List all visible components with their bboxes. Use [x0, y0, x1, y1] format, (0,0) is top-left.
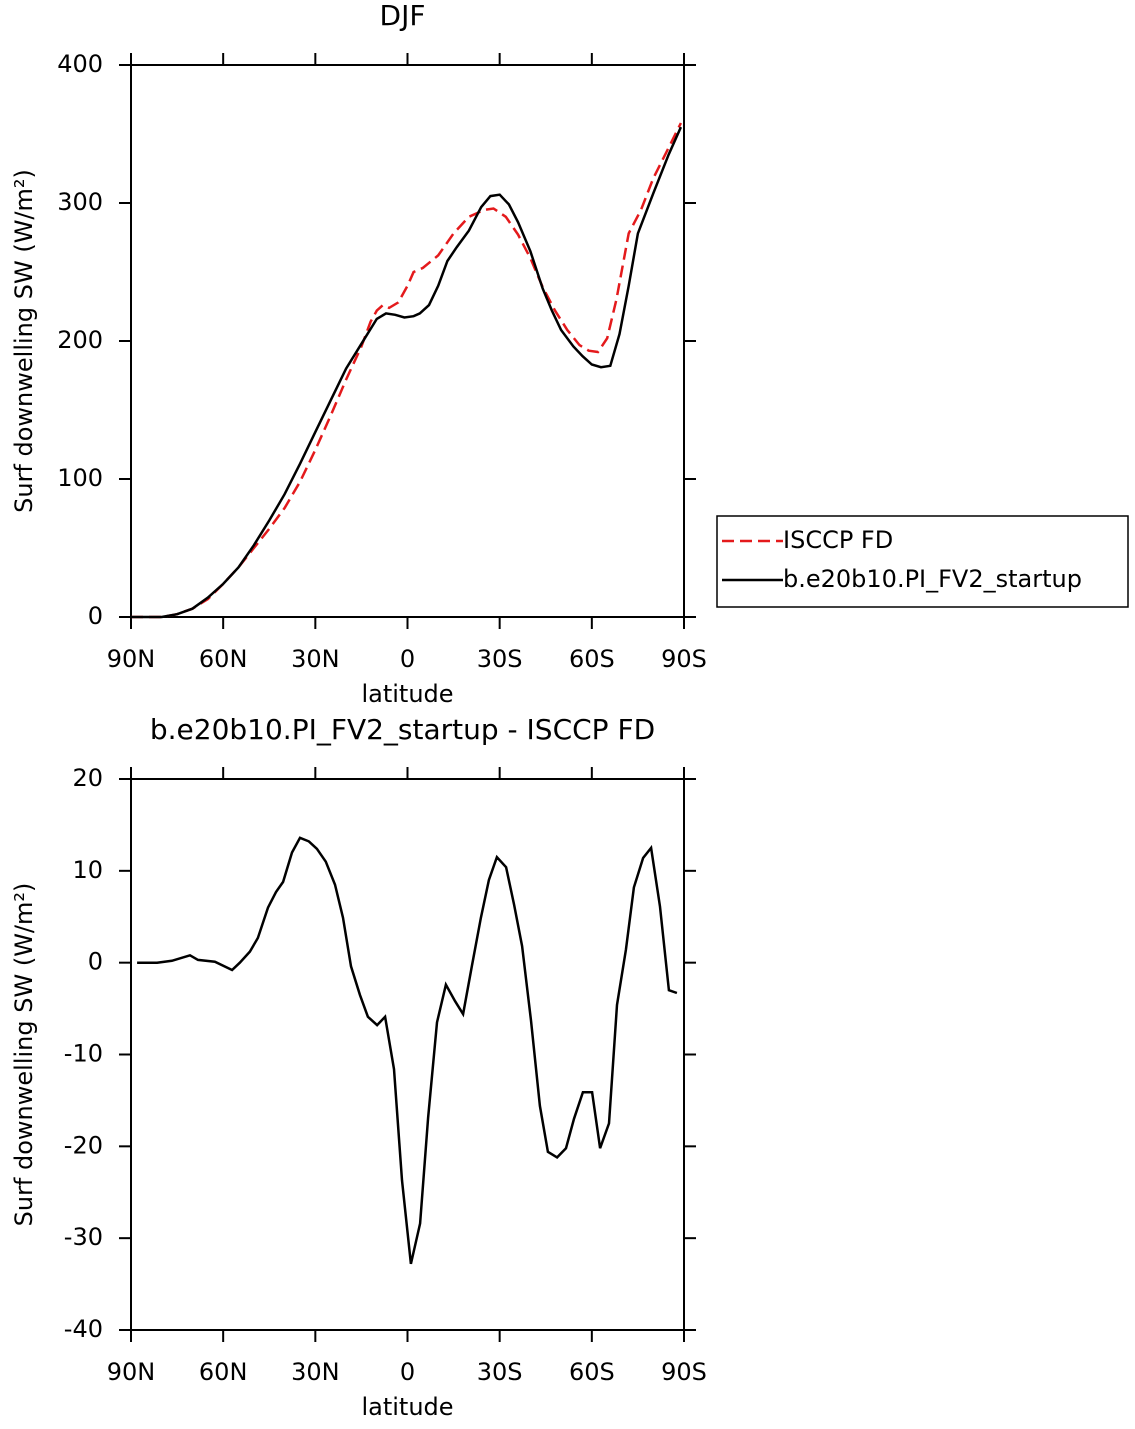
x-tick-label: 30S — [477, 1358, 523, 1386]
data-line — [131, 122, 683, 619]
x-tick-label: 90N — [107, 1358, 156, 1386]
legend-label: ISCCP FD — [783, 526, 893, 554]
x-tick-label: 0 — [400, 645, 415, 673]
y-tick-label: 200 — [57, 326, 103, 354]
y-tick-label: 100 — [57, 464, 103, 492]
y-tick-label: -40 — [64, 1315, 103, 1343]
y-tick-label: 300 — [57, 188, 103, 216]
x-axis-label: latitude — [361, 680, 453, 708]
y-tick-label: 0 — [88, 948, 103, 976]
x-axis-label: latitude — [361, 1393, 453, 1421]
plot-frame — [130, 64, 685, 618]
x-tick-label: 60N — [199, 645, 248, 673]
legend-label: b.e20b10.PI_FV2_startup — [783, 565, 1082, 593]
y-tick-label: 0 — [88, 602, 103, 630]
y-axis-label: Surf downwelling SW (W/m²) — [10, 883, 38, 1227]
y-tick-label: 10 — [72, 856, 103, 884]
x-tick-label: 30N — [291, 1358, 340, 1386]
x-tick-label: 90S — [661, 645, 707, 673]
x-tick-label: 90N — [107, 645, 156, 673]
chart-title: b.e20b10.PI_FV2_startup - ISCCP FD — [150, 713, 655, 746]
data-line — [131, 126, 683, 619]
x-tick-label: 30N — [291, 645, 340, 673]
x-tick-label: 60S — [569, 1358, 615, 1386]
data-line — [137, 836, 678, 1265]
y-tick-label: 400 — [57, 50, 103, 78]
legend-box — [716, 515, 1129, 608]
plot-frame — [130, 778, 685, 1331]
y-tick-label: -30 — [64, 1223, 103, 1251]
y-tick-label: 20 — [72, 764, 103, 792]
x-tick-label: 30S — [477, 645, 523, 673]
x-tick-label: 90S — [661, 1358, 707, 1386]
x-tick-label: 0 — [400, 1358, 415, 1386]
y-axis-label: Surf downwelling SW (W/m²) — [10, 169, 38, 513]
x-tick-label: 60N — [199, 1358, 248, 1386]
y-tick-label: -20 — [64, 1131, 103, 1159]
y-tick-label: -10 — [64, 1040, 103, 1068]
x-tick-label: 60S — [569, 645, 615, 673]
chart-title: DJF — [380, 0, 426, 32]
